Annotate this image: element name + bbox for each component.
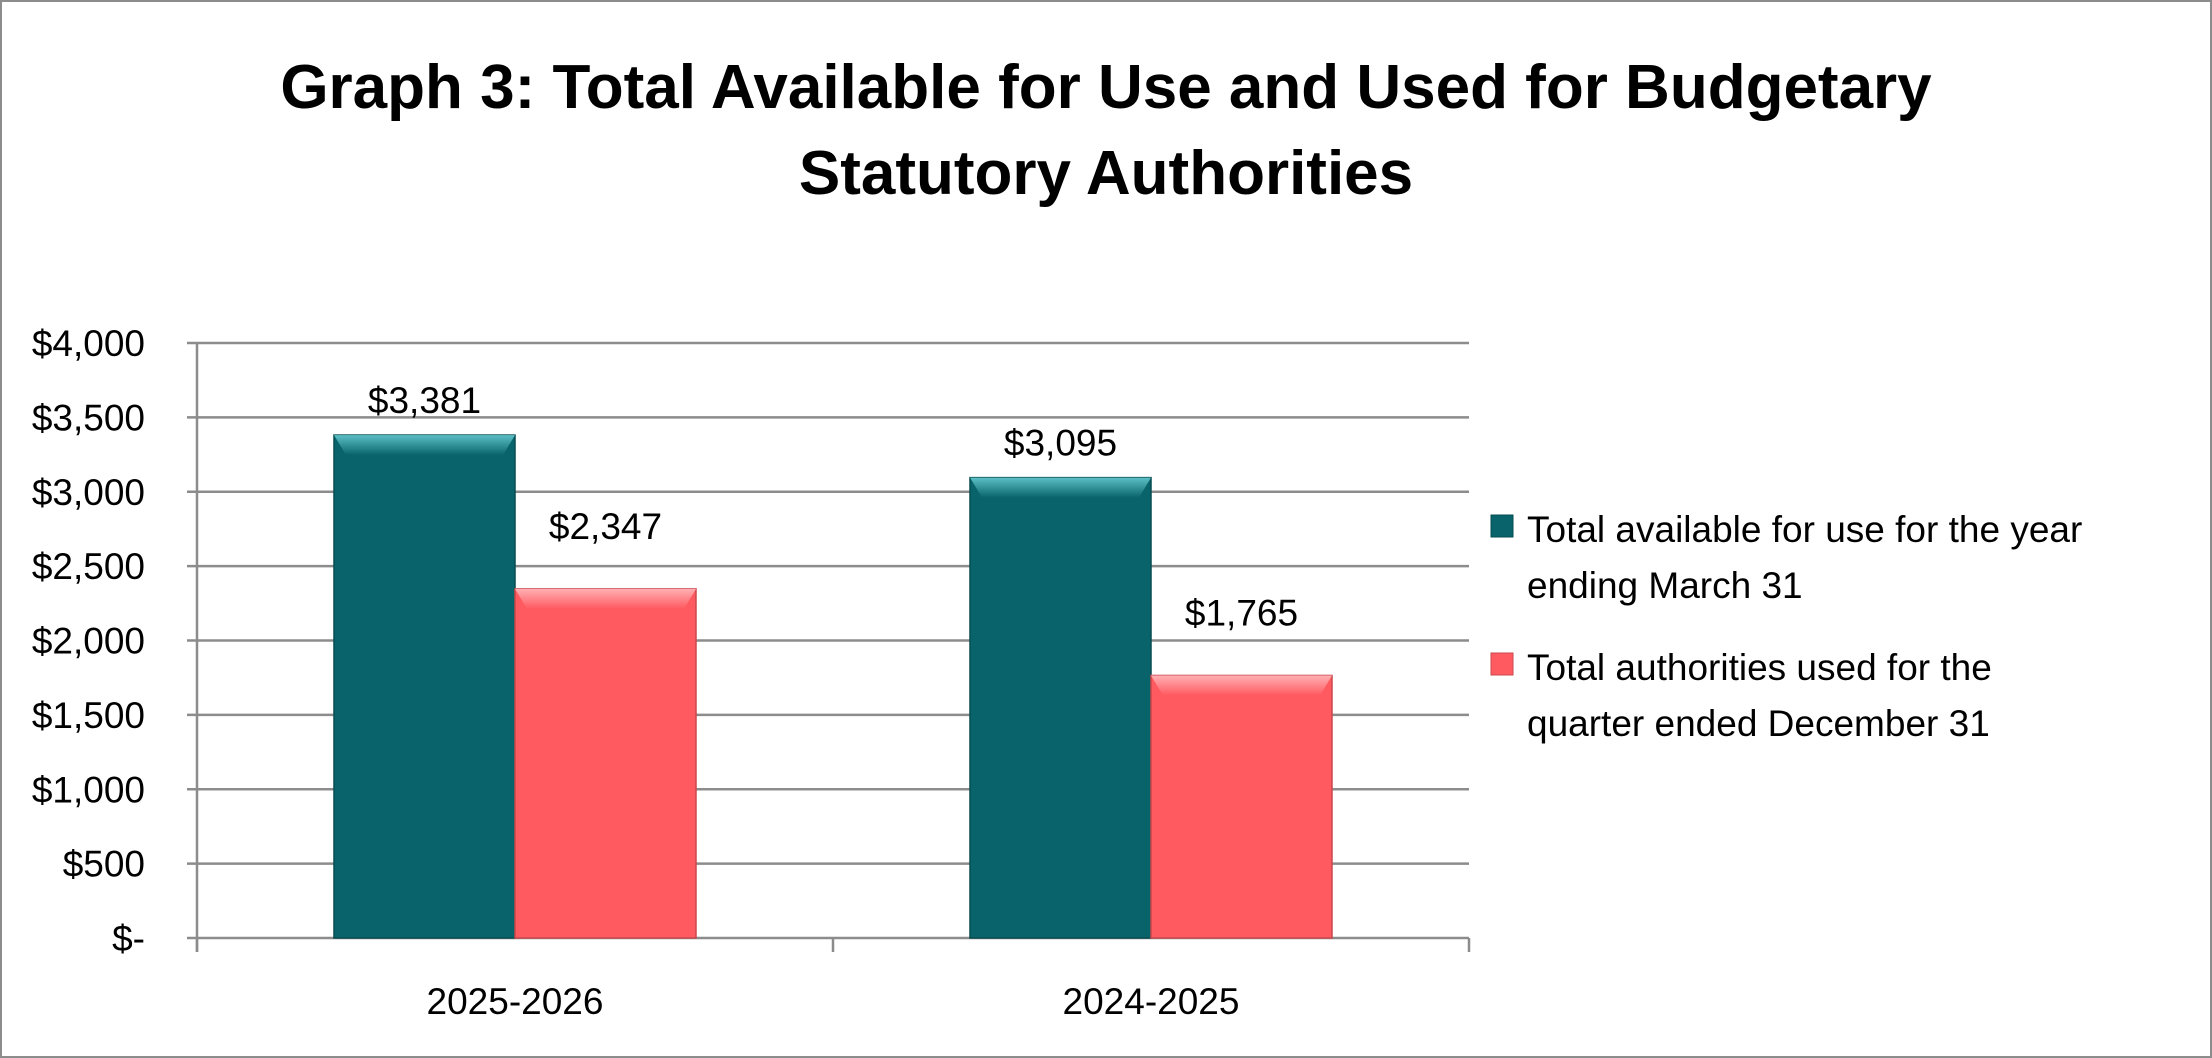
legend-label: quarter ended December 31 (1527, 703, 1990, 744)
legend-swatch (1490, 652, 1514, 676)
legend-label: Total authorities used for the (1527, 647, 1992, 688)
y-tick-label: $- (112, 918, 145, 959)
y-tick-label: $1,000 (32, 769, 145, 810)
data-label: $1,765 (1185, 592, 1298, 633)
y-tick-label: $1,500 (32, 695, 145, 736)
y-tick-label: $2,000 (32, 621, 145, 662)
bar (1150, 674, 1333, 939)
data-label: $3,381 (368, 380, 481, 421)
data-label: $2,347 (549, 506, 662, 547)
data-label: $3,095 (1004, 423, 1117, 464)
bar (514, 588, 697, 939)
legend-label: ending March 31 (1527, 565, 1803, 606)
y-tick-label: $2,500 (32, 546, 145, 587)
legend-swatch (1490, 514, 1514, 538)
y-tick-label: $3,000 (32, 472, 145, 513)
bar (333, 434, 516, 939)
legend-label: Total available for use for the year (1527, 509, 2082, 550)
y-tick-label: $3,500 (32, 397, 145, 438)
bar (969, 476, 1152, 939)
x-tick-label: 2024-2025 (1063, 981, 1240, 1022)
x-tick-label: 2025-2026 (427, 981, 604, 1022)
y-tick-label: $4,000 (32, 323, 145, 364)
chart-title-line-1: Graph 3: Total Available for Use and Use… (280, 53, 1932, 122)
y-tick-label: $500 (63, 844, 145, 885)
chart-title-line-2: Statutory Authorities (799, 139, 1413, 208)
